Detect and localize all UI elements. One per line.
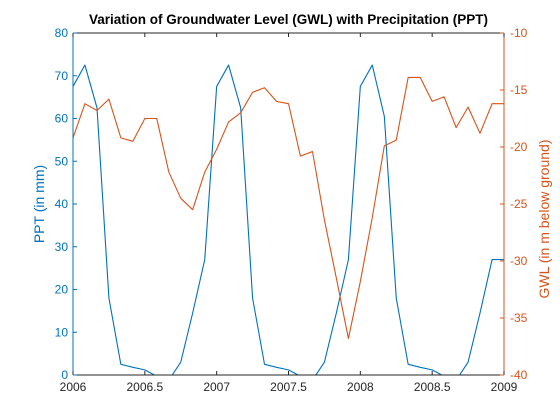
- left-tick-label: 40: [55, 197, 69, 211]
- right-tick-label: -15: [510, 83, 528, 97]
- x-tick-label: 2006: [60, 380, 87, 394]
- left-tick-label: 80: [55, 26, 69, 40]
- right-tick-label: -25: [510, 197, 528, 211]
- right-tick-label: -20: [510, 140, 528, 154]
- left-tick-label: 10: [55, 325, 69, 339]
- left-tick-label: 20: [55, 283, 69, 297]
- x-tick-label: 2008.5: [414, 380, 451, 394]
- x-tick-label: 2008: [347, 380, 374, 394]
- x-tick-label: 2007.5: [270, 380, 307, 394]
- plot-area: [73, 33, 504, 375]
- x-tick-label: 2006.5: [126, 380, 163, 394]
- left-tick-label: 70: [55, 69, 69, 83]
- left-axis-label: PPT (in mm): [31, 165, 47, 243]
- left-tick-label: 0: [61, 368, 68, 382]
- right-tick-label: -35: [510, 311, 528, 325]
- right-tick-label: -40: [510, 368, 528, 382]
- left-tick-label: 30: [55, 240, 69, 254]
- right-tick-label: -10: [510, 26, 528, 40]
- x-tick-label: 2009: [491, 380, 518, 394]
- right-axis-label: GWL (in m below ground): [536, 140, 552, 299]
- x-tick-label: 2007: [203, 380, 230, 394]
- left-tick-label: 50: [55, 154, 69, 168]
- left-tick-label: 60: [55, 112, 69, 126]
- chart-title: Variation of Groundwater Level (GWL) wit…: [89, 12, 488, 27]
- right-tick-label: -30: [510, 254, 528, 268]
